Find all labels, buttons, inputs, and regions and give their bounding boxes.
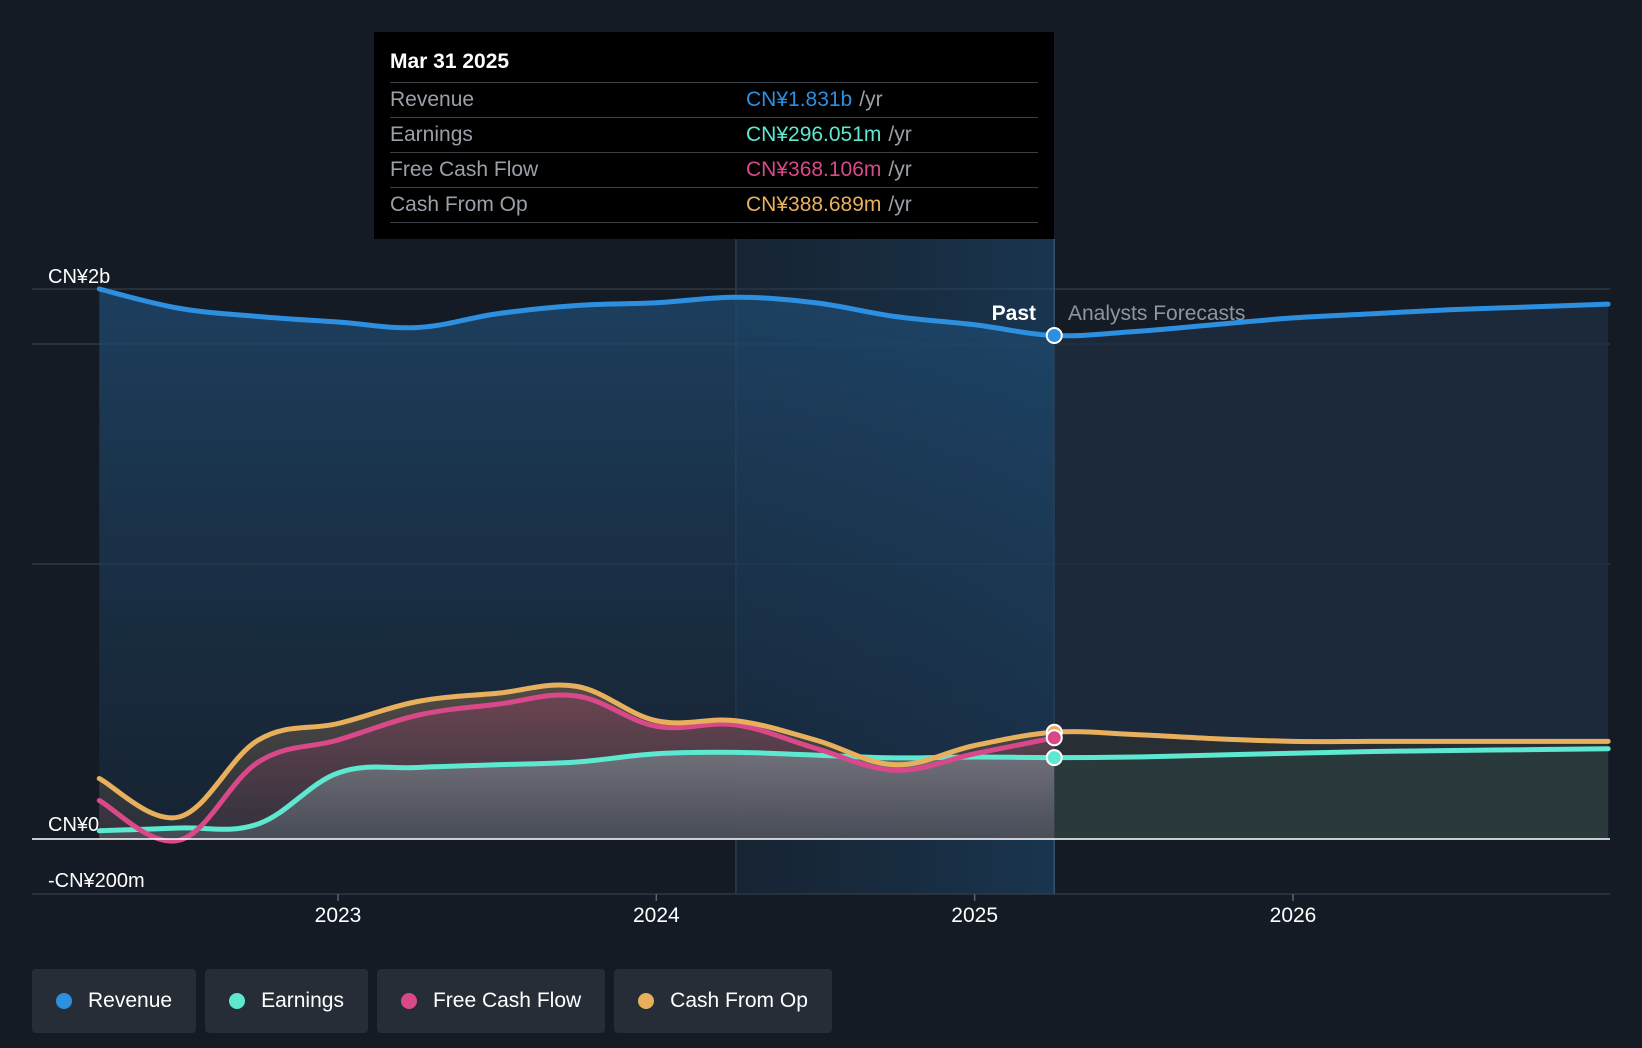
tooltip-unit: /yr bbox=[888, 158, 912, 181]
tooltip-unit: /yr bbox=[859, 88, 883, 111]
tooltip-date: Mar 31 2025 bbox=[390, 50, 510, 73]
tooltip-label: Cash From Op bbox=[390, 193, 528, 216]
legend-label: Revenue bbox=[88, 989, 173, 1012]
tooltip-label: Free Cash Flow bbox=[390, 158, 539, 181]
tooltip-value: CN¥368.106m bbox=[746, 158, 882, 181]
tooltip-row-earnings: Earnings CN¥296.051m /yr bbox=[390, 117, 1038, 152]
legend-dot-icon bbox=[56, 993, 72, 1009]
tooltip-unit: /yr bbox=[888, 193, 912, 216]
legend-label: Earnings bbox=[261, 989, 344, 1012]
past-label: Past bbox=[992, 302, 1036, 325]
x-tick-label: 2024 bbox=[633, 904, 680, 927]
tooltip-row-free-cash-flow: Free Cash Flow CN¥368.106m /yr bbox=[390, 152, 1038, 187]
y-tick-label: CN¥0 bbox=[48, 814, 99, 836]
tooltip-value: CN¥296.051m bbox=[746, 123, 882, 146]
tooltip-label: Earnings bbox=[390, 123, 473, 146]
legend-dot-icon bbox=[638, 993, 655, 1009]
x-tick-label: 2025 bbox=[951, 904, 998, 927]
legend-item-free-cash-flow[interactable]: Free Cash Flow bbox=[376, 969, 606, 1033]
tooltip-unit: /yr bbox=[888, 123, 912, 146]
tooltip-row-cash-from-op: Cash From Op CN¥388.689m /yr bbox=[390, 187, 1038, 223]
tooltip-value: CN¥388.689m bbox=[746, 193, 882, 216]
tooltip: Mar 31 2025 Revenue CN¥1.831b /yr Earnin… bbox=[374, 32, 1054, 239]
y-tick-label: CN¥2b bbox=[48, 266, 110, 288]
x-tick-label: 2026 bbox=[1270, 904, 1317, 927]
revenue-point bbox=[1045, 326, 1063, 344]
cash-from-op-area-forecast bbox=[1054, 732, 1609, 839]
legend-dot-icon bbox=[400, 993, 417, 1009]
legend-label: Cash From Op bbox=[670, 989, 808, 1012]
legend-item-earnings[interactable]: Earnings bbox=[205, 969, 368, 1033]
earnings-point bbox=[1045, 749, 1063, 767]
revenue-area-past bbox=[99, 289, 1055, 839]
free-cash-flow-line bbox=[96, 692, 1057, 844]
legend-item-cash-from-op[interactable]: Cash From Op bbox=[614, 969, 832, 1033]
legend-dot-icon bbox=[229, 993, 246, 1009]
legend-label: Free Cash Flow bbox=[432, 989, 582, 1012]
earnings-area-forecast bbox=[1054, 748, 1609, 839]
legend-item-revenue[interactable]: Revenue bbox=[32, 969, 197, 1033]
tooltip-value: CN¥1.831b bbox=[746, 88, 853, 111]
y-tick-label: -CN¥200m bbox=[48, 870, 145, 892]
tooltip-row-revenue: Revenue CN¥1.831b /yr bbox=[390, 82, 1038, 117]
cash-from-op-line bbox=[96, 682, 1611, 821]
revenue-area-forecast bbox=[1054, 304, 1609, 839]
revenue-line bbox=[96, 286, 1611, 339]
forecast-label: Analysts Forecasts bbox=[1068, 302, 1245, 325]
x-tick-label: 2023 bbox=[315, 904, 362, 927]
legend: Revenue Earnings Free Cash Flow Cash Fro… bbox=[32, 969, 832, 1033]
tooltip-label: Revenue bbox=[390, 88, 475, 111]
free-cash-flow-point bbox=[1045, 729, 1063, 747]
